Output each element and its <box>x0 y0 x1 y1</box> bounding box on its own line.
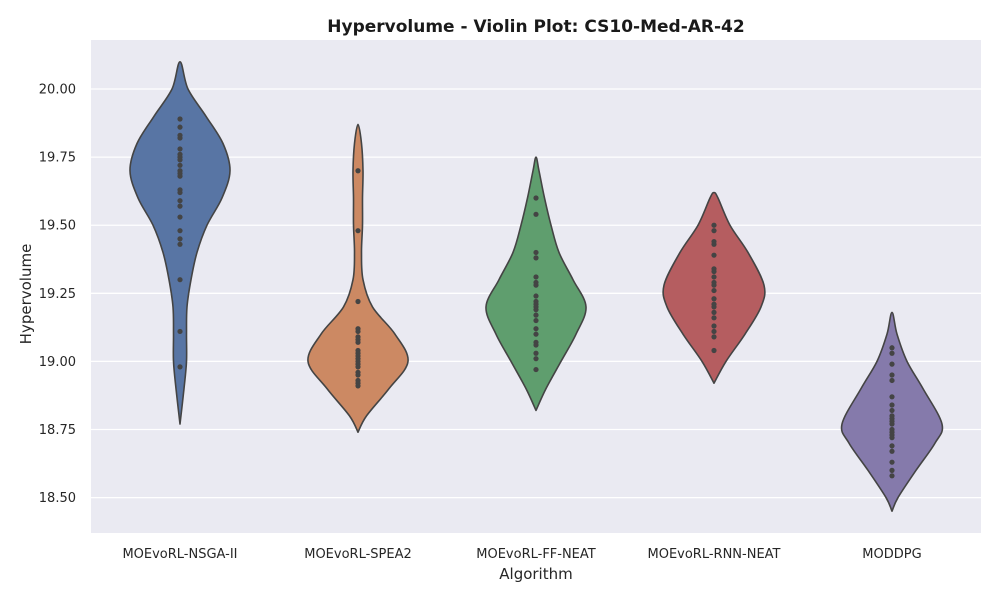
data-point <box>177 124 183 130</box>
data-point <box>177 241 183 247</box>
data-point <box>355 383 361 389</box>
x-axis-ticks: MOEvoRL-NSGA-II MOEvoRL-SPEA2 MOEvoRL-FF-N… <box>122 547 921 562</box>
data-point <box>533 326 539 332</box>
data-point <box>533 282 539 288</box>
data-point <box>533 255 539 261</box>
x-tick-label: MOEvoRL-SPEA2 <box>304 547 412 562</box>
data-point <box>533 274 539 280</box>
y-tick-label: 19.75 <box>39 151 76 166</box>
data-point <box>533 356 539 362</box>
data-point <box>177 135 183 141</box>
data-point <box>711 287 717 294</box>
data-point <box>177 236 183 242</box>
data-point <box>889 345 895 351</box>
data-point <box>711 304 717 310</box>
violin-4 <box>662 191 766 384</box>
y-tick-label: 19.50 <box>39 219 76 234</box>
data-point <box>889 377 895 384</box>
data-points <box>177 116 895 479</box>
x-tick-label: MOEvoRL-NSGA-II <box>122 547 237 562</box>
data-point <box>889 402 895 408</box>
data-point <box>889 443 895 449</box>
y-tick-label: 18.75 <box>39 423 76 438</box>
data-point <box>711 328 717 335</box>
data-point <box>889 467 895 473</box>
data-point <box>177 157 183 163</box>
data-point <box>711 347 717 354</box>
data-point <box>533 350 539 356</box>
data-point <box>711 296 717 302</box>
data-point <box>711 252 717 258</box>
data-point <box>711 268 717 275</box>
data-point <box>889 435 895 441</box>
data-point <box>355 364 361 370</box>
data-point <box>889 473 895 479</box>
data-point <box>889 361 895 367</box>
data-point <box>177 364 183 370</box>
data-point <box>355 328 361 335</box>
data-point <box>177 146 183 152</box>
data-point <box>711 315 717 321</box>
data-point <box>177 203 183 209</box>
y-tick-label: 19.00 <box>39 355 76 370</box>
data-point <box>533 331 539 337</box>
data-point <box>177 173 183 179</box>
chart-title: Hypervolume - Violin Plot: CS10-Med-AR-4… <box>327 17 744 37</box>
data-point <box>889 421 895 427</box>
data-point <box>177 116 183 122</box>
x-tick-label: MOEvoRL-FF-NEAT <box>476 547 596 562</box>
data-point <box>533 211 539 217</box>
data-point <box>711 334 717 340</box>
data-point <box>711 274 717 280</box>
y-tick-label: 20.00 <box>39 83 76 98</box>
x-tick-label: MOEvoRL-RNN-NEAT <box>648 547 781 562</box>
data-point <box>533 307 539 313</box>
data-point <box>711 222 717 228</box>
data-point <box>533 249 539 256</box>
data-point <box>533 195 539 201</box>
data-point <box>711 309 717 315</box>
x-axis-label: Algorithm <box>499 565 572 583</box>
data-point <box>711 241 717 247</box>
data-point <box>177 277 183 283</box>
data-point <box>711 282 717 288</box>
violin-2 <box>307 123 409 434</box>
data-point <box>177 214 183 220</box>
data-point <box>355 339 361 345</box>
y-axis-label: Hypervolume <box>17 244 35 345</box>
data-point <box>355 372 361 378</box>
data-point <box>177 198 183 204</box>
data-point <box>711 228 717 234</box>
data-point <box>533 342 539 348</box>
data-point <box>533 293 539 299</box>
data-point <box>889 407 895 414</box>
data-point <box>355 298 361 305</box>
data-point <box>889 394 895 400</box>
data-point <box>711 323 717 329</box>
data-point <box>533 312 539 318</box>
data-point <box>889 350 895 356</box>
data-point <box>355 168 361 174</box>
x-tick-label: MODDPG <box>862 547 921 562</box>
data-point <box>355 228 361 234</box>
data-point <box>533 317 539 324</box>
y-tick-label: 18.50 <box>39 491 76 506</box>
y-tick-label: 19.25 <box>39 287 76 302</box>
data-point <box>177 228 183 234</box>
data-point <box>177 189 183 196</box>
data-point <box>177 328 183 335</box>
y-axis-ticks: 18.50 18.75 19.00 19.25 19.50 19.75 20.00 <box>39 83 76 507</box>
data-point <box>889 372 895 378</box>
data-point <box>177 162 183 168</box>
data-point <box>889 448 895 454</box>
data-point <box>889 459 895 465</box>
data-point <box>533 366 539 373</box>
